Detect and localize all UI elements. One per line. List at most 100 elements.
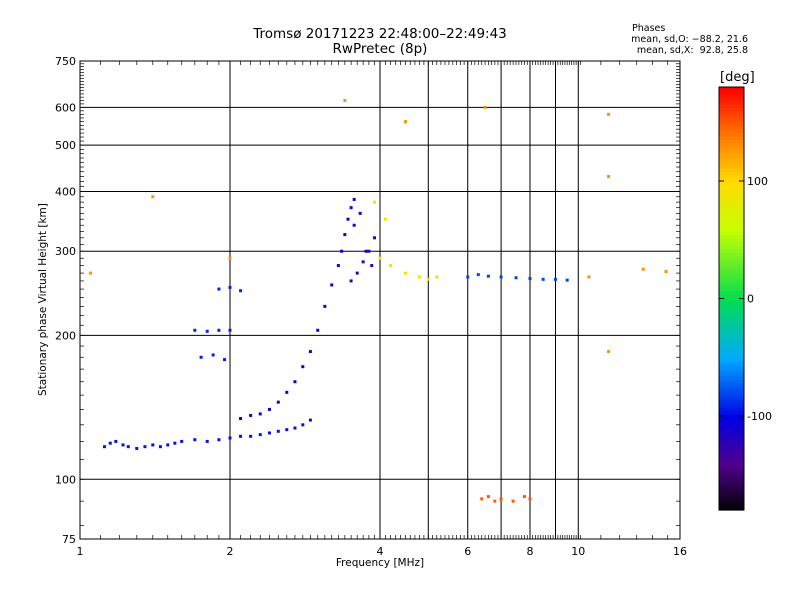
colorbar-band (719, 435, 744, 441)
data-point (607, 350, 611, 354)
data-point (228, 328, 232, 332)
data-point (121, 443, 125, 447)
colorbar-band (719, 196, 744, 201)
data-point (493, 499, 497, 503)
colorbar-band (719, 365, 744, 370)
colorbar-band (719, 273, 744, 278)
colorbar-band (719, 210, 744, 215)
colorbar-band (719, 305, 744, 310)
y-axis-label: Stationary phase Virtual Height [km] (37, 203, 49, 396)
colorbar-band (719, 474, 744, 479)
data-point (514, 276, 518, 280)
data-point (239, 434, 243, 438)
data-point (346, 217, 350, 221)
colorbar-band (719, 414, 744, 419)
data-point (228, 256, 232, 260)
data-point (403, 120, 407, 124)
colorbar-band (719, 390, 744, 395)
data-point (330, 283, 334, 287)
colorbar-band (719, 379, 744, 384)
colorbar-band (719, 460, 744, 465)
data-point (486, 274, 490, 278)
data-point (336, 264, 340, 268)
colorbar-band (719, 150, 744, 155)
colorbar-band (719, 161, 744, 166)
colorbar-band (719, 168, 744, 173)
data-point (389, 264, 393, 268)
data-point (370, 264, 374, 268)
chart-title: Tromsø 20171223 22:48:00–22:49:43 (253, 26, 507, 42)
data-point (217, 438, 221, 442)
colorbar-band (719, 249, 744, 254)
data-point (285, 428, 289, 432)
data-point (151, 195, 155, 199)
data-point (435, 275, 439, 279)
colorbar-band (719, 90, 744, 95)
colorbar-band (719, 312, 744, 317)
data-point (205, 329, 209, 333)
colorbar-band (719, 143, 744, 148)
colorbar-band (719, 263, 744, 268)
colorbar-band (719, 171, 744, 176)
colorbar-tick-label: -100 (747, 410, 772, 423)
colorbar-band (719, 192, 744, 197)
colorbar-band (719, 361, 744, 367)
colorbar-band (719, 372, 744, 377)
colorbar-band (719, 495, 744, 501)
colorbar-band (719, 446, 744, 451)
colorbar-band (719, 129, 744, 134)
colorbar-band (719, 220, 744, 226)
data-point (499, 497, 503, 501)
colorbar-band (719, 488, 744, 493)
colorbar-band (719, 199, 744, 204)
colorbar-band (719, 136, 744, 141)
data-point (607, 174, 611, 178)
colorbar-band (719, 94, 744, 99)
colorbar-band (719, 340, 744, 345)
data-point (480, 497, 484, 501)
colorbar-band (719, 432, 744, 437)
colorbar-band (719, 104, 744, 109)
colorbar-band (719, 111, 744, 116)
phases-title: Phases (632, 23, 666, 34)
colorbar-band (719, 164, 744, 169)
data-point (483, 105, 487, 109)
colorbar-band (719, 185, 744, 190)
y-tick-label: 100 (55, 473, 76, 486)
x-tick-label: 16 (673, 545, 687, 558)
colorbar-band (719, 450, 744, 455)
data-point (308, 418, 312, 422)
y-tick-label: 200 (55, 329, 76, 342)
data-point (193, 438, 197, 442)
colorbar-band (719, 125, 744, 130)
data-point (373, 236, 377, 240)
data-point (267, 431, 271, 435)
colorbar-band (719, 418, 744, 423)
colorbar-band (719, 287, 744, 293)
colorbar-band (719, 506, 744, 511)
colorbar-band (719, 354, 744, 360)
colorbar-band (719, 157, 744, 162)
data-point (417, 275, 421, 279)
data-point (143, 445, 147, 449)
colorbar-band (719, 383, 744, 388)
data-point (108, 441, 112, 445)
colorbar-band (719, 122, 744, 127)
colorbar-band (719, 464, 744, 469)
data-point (199, 355, 203, 359)
colorbar-band (719, 178, 744, 183)
colorbar-band (719, 404, 744, 409)
y-tick-label: 500 (55, 139, 76, 152)
colorbar-band (719, 386, 744, 391)
data-point (126, 445, 130, 449)
colorbar-band (719, 316, 744, 321)
data-point (373, 200, 377, 204)
x-tick-label: 4 (377, 545, 384, 558)
colorbar-band (719, 132, 744, 137)
colorbar-band (719, 294, 744, 300)
data-point (293, 380, 297, 384)
data-point (316, 328, 320, 332)
data-point (523, 495, 527, 499)
data-point (217, 328, 221, 332)
